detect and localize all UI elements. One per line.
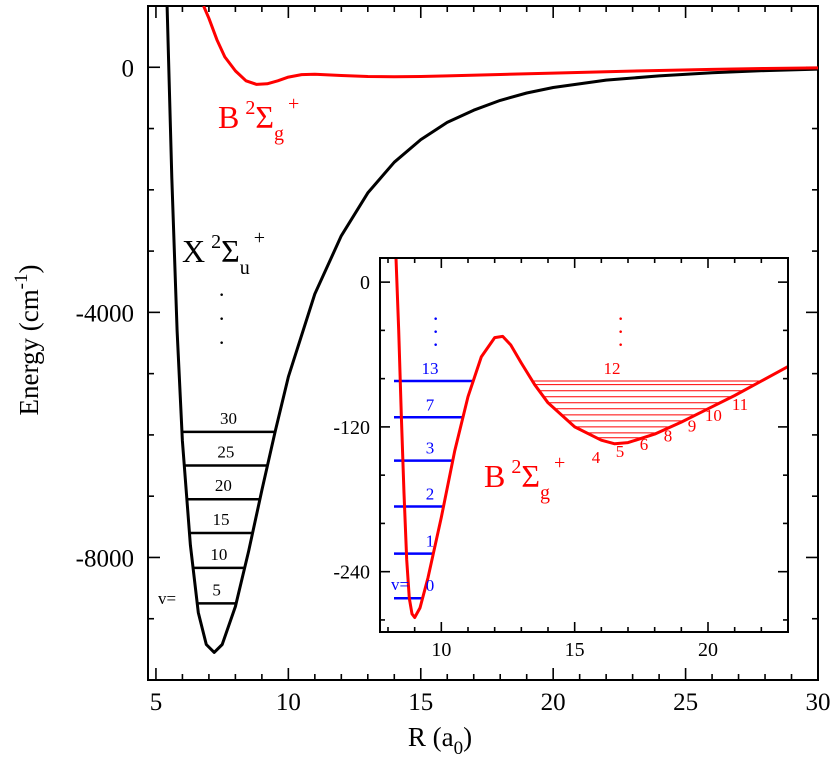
inset-red-level-label: 8 — [664, 426, 673, 445]
y-axis-title-sup: -1 — [11, 273, 32, 289]
x-vib-level-label: 10 — [210, 545, 227, 564]
inset-curves — [394, 258, 788, 619]
inset-blue-v-label: v= — [391, 575, 409, 594]
inset-y-tick-label: 0 — [360, 272, 370, 294]
main-plot-frame — [147, 5, 819, 681]
inset-red-level-label: 10 — [705, 406, 722, 425]
x-v-label: v= — [158, 589, 176, 608]
x-vdots-3: · — [218, 330, 225, 355]
x-state-base: X — [182, 233, 205, 269]
main-y-tick-label: -8000 — [76, 545, 134, 572]
inset-red-vdots-1: · — [617, 306, 624, 331]
inset-y-tick-label: -240 — [333, 562, 370, 584]
inset-x-tick-label: 15 — [565, 639, 585, 661]
b-state-label: B 2Σg+ — [218, 93, 299, 145]
x-state-sup2: + — [254, 227, 265, 249]
main-x-tick-label: 25 — [673, 689, 698, 716]
main-axis-ticks: 5 10 15 20 25 300-4000-8000 — [76, 5, 830, 716]
inset-blue-vdots-1: · — [432, 306, 439, 331]
inset-b-state-sup2: + — [554, 452, 565, 474]
inset-blue-vdots-3: · — [432, 332, 439, 357]
x-axis-title-sub: 0 — [454, 738, 464, 759]
x-vib-level-label: 30 — [220, 409, 237, 428]
x-state-sigma: Σ — [221, 233, 240, 269]
y-axis-title-main: Energy (cm — [14, 289, 44, 415]
main-x-tick-label: 5 — [150, 689, 163, 716]
main-curves — [165, 6, 818, 654]
inset-blue-level-label: 7 — [426, 395, 435, 414]
inset-plot-frame — [379, 257, 789, 633]
b-state-sup: 2 — [245, 97, 255, 119]
main-x-tick-label: 30 — [806, 689, 830, 716]
x-vib-level-label: 5 — [212, 580, 221, 599]
inset-blue-level-label: 1 — [426, 532, 435, 551]
inset-b-state-sub: g — [540, 482, 550, 504]
b-state-base: B — [218, 99, 239, 135]
inset-red-vdots-2: · — [617, 319, 624, 344]
inset-axis-ticks: 10 15 200-120-240 — [333, 258, 789, 661]
inset-vibrational-levels — [394, 379, 762, 600]
y-axis-title-close: ) — [14, 264, 44, 273]
x-vib-level-label: 15 — [213, 510, 230, 529]
x-axis-title-close: ) — [463, 722, 472, 752]
inset-b-state-sigma: Σ — [521, 458, 540, 494]
inset-x-tick-label: 20 — [698, 639, 718, 661]
inset-background — [380, 258, 788, 632]
inset-blue-level-label: 2 — [426, 485, 435, 504]
x-state-sup: 2 — [211, 231, 221, 253]
inset-blue-level-label: 13 — [422, 359, 439, 378]
inset-red-level-label: 12 — [604, 359, 621, 378]
x-vib-level-label: 20 — [215, 476, 232, 495]
inset-y-tick-label: -120 — [333, 417, 370, 439]
main-x-tick-label: 10 — [276, 689, 301, 716]
inset-red-vdots-3: · — [617, 332, 624, 357]
main-y-tick-label: 0 — [122, 55, 135, 82]
x-state-sub: u — [240, 257, 250, 279]
x-axis-title: R (a0) — [408, 722, 472, 759]
inset-b-state-sup: 2 — [511, 456, 521, 478]
inset-b-state-label: B 2Σg+ — [484, 452, 565, 504]
main-x-tick-label: 15 — [408, 689, 433, 716]
x-state-curve — [165, 6, 818, 654]
inset-blue-level-label: 3 — [426, 439, 435, 458]
b-state-sub: g — [274, 123, 284, 145]
inset-blue-vdots-2: · — [432, 319, 439, 344]
x-vib-level-label: 25 — [217, 443, 234, 462]
inset-b-state-base: B — [484, 458, 505, 494]
b-state-curve — [202, 6, 818, 86]
x-vdots-1: · — [218, 282, 225, 307]
b-state-sup2: + — [288, 93, 299, 115]
y-axis-title: Energy (cm-1) — [11, 264, 44, 415]
x-state-label: X 2Σu+ — [182, 227, 265, 279]
x-vibrational-levels: 5 10 15 20 25 30 — [181, 409, 276, 605]
inset-b-state-curve — [394, 258, 788, 619]
x-vdots-2: · — [218, 306, 225, 331]
inset-red-level-label: 9 — [688, 417, 697, 436]
inset-red-level-label: 6 — [640, 435, 649, 454]
inset-blue-level-label: 0 — [426, 576, 435, 595]
main-y-tick-label: -4000 — [76, 300, 134, 327]
inset-red-level-label: 5 — [616, 442, 625, 461]
main-x-tick-label: 20 — [541, 689, 566, 716]
inset-red-level-label: 4 — [592, 448, 601, 467]
inset-red-level-label: 11 — [732, 395, 748, 414]
inset-x-tick-label: 10 — [431, 639, 451, 661]
b-state-sigma: Σ — [255, 99, 274, 135]
x-axis-title-main: R (a — [408, 722, 454, 752]
